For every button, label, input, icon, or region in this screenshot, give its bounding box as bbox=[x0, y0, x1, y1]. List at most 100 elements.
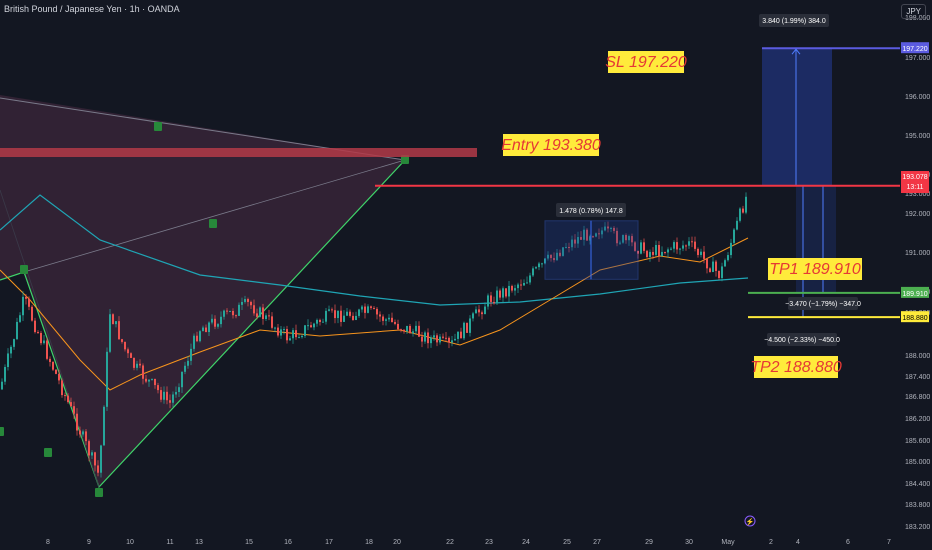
candle-body bbox=[544, 258, 546, 264]
candle-body bbox=[106, 351, 108, 407]
candle-body bbox=[457, 331, 459, 339]
harmonic-pattern-line bbox=[0, 159, 406, 489]
x-tick-label: 13 bbox=[195, 539, 203, 546]
candle-body bbox=[208, 322, 210, 333]
candle-body bbox=[670, 248, 672, 250]
x-tick-label: 25 bbox=[563, 539, 571, 546]
candle-body bbox=[211, 318, 213, 323]
candle-body bbox=[310, 325, 312, 328]
candle-body bbox=[628, 236, 630, 241]
candle-body bbox=[484, 306, 486, 315]
tp1-label: TP1 189.910 bbox=[769, 261, 861, 278]
candle-body bbox=[265, 315, 267, 320]
tp2-label-bg bbox=[754, 356, 838, 378]
candle-body bbox=[160, 390, 162, 400]
candle-body bbox=[13, 339, 15, 347]
candle-body bbox=[190, 348, 192, 361]
candle-body bbox=[565, 246, 567, 248]
candle-body bbox=[610, 227, 612, 229]
candle-body bbox=[121, 339, 123, 342]
candle-body bbox=[49, 358, 51, 362]
candle-body bbox=[286, 329, 288, 341]
tp1-price-tag: 189.910 bbox=[902, 291, 927, 298]
candle-body bbox=[307, 325, 309, 327]
candle-body bbox=[541, 263, 543, 265]
candle-body bbox=[154, 378, 156, 386]
candle-body bbox=[151, 378, 153, 380]
candle-body bbox=[355, 315, 357, 321]
candle-body bbox=[115, 321, 117, 325]
candle-body bbox=[202, 327, 204, 332]
candle-body bbox=[70, 402, 72, 407]
candle-body bbox=[427, 332, 429, 344]
candle-body bbox=[661, 251, 663, 257]
x-tick-label: 7 bbox=[887, 539, 891, 546]
candle-body bbox=[553, 258, 555, 261]
candle-body bbox=[718, 270, 720, 278]
candle-body bbox=[496, 290, 498, 304]
candle-body bbox=[517, 284, 519, 289]
candle-body bbox=[301, 335, 303, 338]
candle-body bbox=[238, 304, 240, 316]
candle-body bbox=[382, 316, 384, 321]
candle-body bbox=[490, 295, 492, 302]
x-tick-label: 18 bbox=[365, 539, 373, 546]
candle-body bbox=[244, 299, 246, 302]
sl-measure-label: 3.840 (1.99%) 384.0 bbox=[762, 18, 826, 25]
candle-body bbox=[679, 248, 681, 250]
tp2-label: TP2 188.880 bbox=[750, 359, 842, 376]
candle-body bbox=[91, 452, 93, 456]
y-tick-label: 191.000 bbox=[905, 250, 930, 257]
candle-body bbox=[526, 282, 528, 284]
candle-body bbox=[166, 391, 168, 401]
candle-body bbox=[667, 249, 669, 253]
candle-body bbox=[616, 230, 618, 244]
candle-body bbox=[124, 341, 126, 350]
x-tick-label: 15 bbox=[245, 539, 253, 546]
candle-body bbox=[112, 314, 114, 325]
candle-body bbox=[430, 337, 432, 344]
candle-body bbox=[337, 310, 339, 319]
candle-body bbox=[709, 268, 711, 272]
candle-body bbox=[361, 306, 363, 310]
sl-measure-label-bg bbox=[759, 14, 829, 27]
candle-body bbox=[79, 430, 81, 435]
candle-body bbox=[715, 261, 717, 271]
x-tick-label: 8 bbox=[46, 539, 50, 546]
candle-body bbox=[352, 315, 354, 321]
candle-body bbox=[733, 229, 735, 243]
candle-body bbox=[88, 441, 90, 456]
candle-body bbox=[481, 312, 483, 315]
candle-body bbox=[1, 381, 3, 390]
candle-body bbox=[409, 325, 411, 334]
candle-body bbox=[400, 329, 402, 331]
candle-body bbox=[199, 331, 201, 342]
candle-body bbox=[583, 229, 585, 240]
candle-body bbox=[694, 241, 696, 249]
candle-body bbox=[451, 340, 453, 343]
sl-label: SL 197.220 bbox=[605, 54, 687, 71]
y-tick-label: 183.200 bbox=[905, 524, 930, 531]
x-tick-label: 30 bbox=[685, 539, 693, 546]
x-tick-label: 6 bbox=[846, 539, 850, 546]
candle-body bbox=[235, 315, 237, 317]
x-tick-label: 2 bbox=[769, 539, 773, 546]
candle-body bbox=[439, 336, 441, 343]
candle-body bbox=[505, 288, 507, 297]
candle-body bbox=[127, 349, 129, 354]
candle-body bbox=[34, 320, 36, 333]
candle-body bbox=[220, 316, 222, 325]
candle-body bbox=[376, 308, 378, 315]
candle-body bbox=[373, 307, 375, 309]
candle-body bbox=[637, 250, 639, 254]
candle-body bbox=[529, 275, 531, 283]
y-tick-label: 195.000 bbox=[905, 133, 930, 140]
candle-body bbox=[331, 309, 333, 311]
candle-body bbox=[742, 208, 744, 213]
candle-body bbox=[697, 248, 699, 255]
currency-button[interactable]: JPY bbox=[901, 4, 926, 19]
x-tick-label: 24 bbox=[522, 539, 530, 546]
candle-body bbox=[691, 241, 693, 243]
candle-body bbox=[304, 325, 306, 336]
